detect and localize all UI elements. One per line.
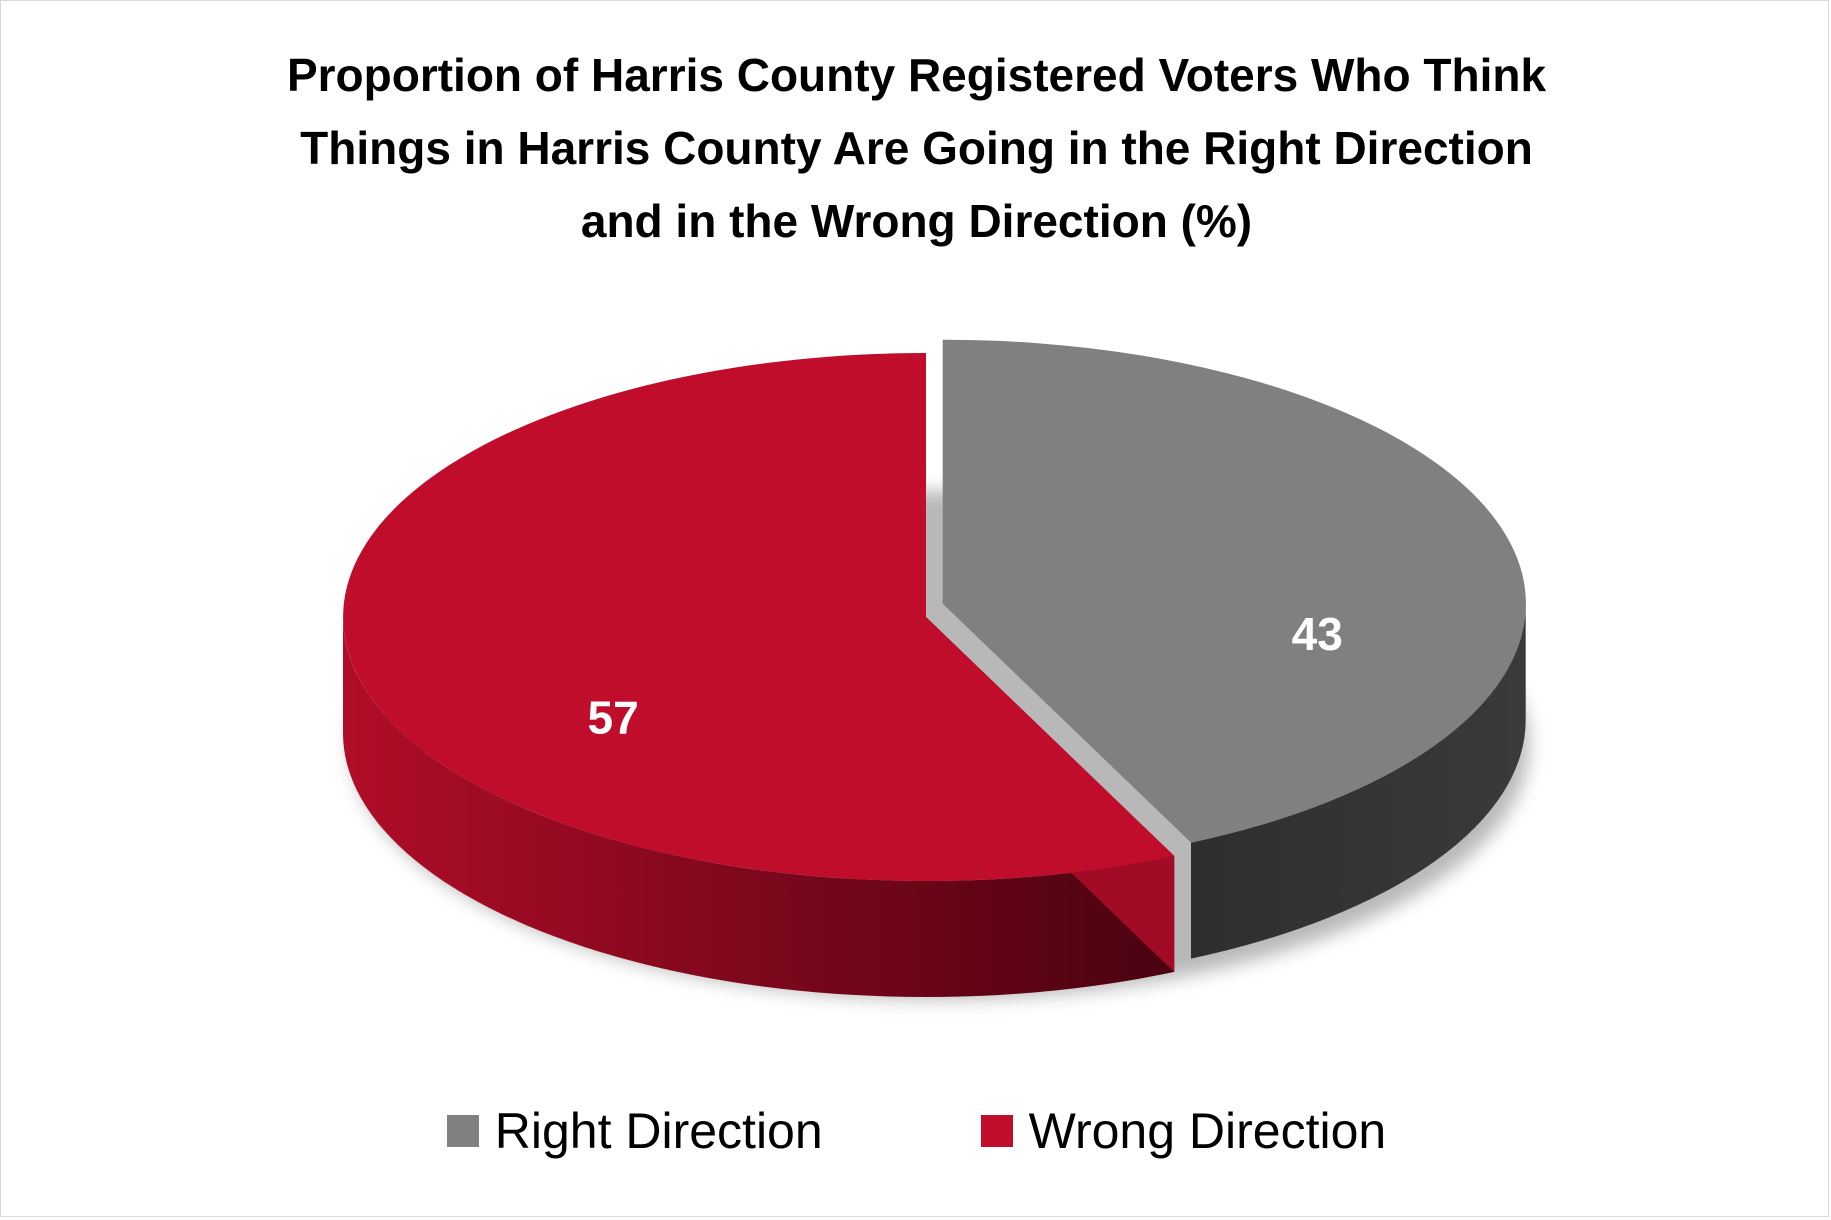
chart-title-line-1: Proportion of Harris County Registered V… (286, 49, 1547, 101)
legend-label-right-direction: Right Direction (494, 1103, 823, 1159)
legend-item-right-direction[interactable]: Right Direction (446, 1102, 823, 1160)
chart-title-line-3: and in the Wrong Direction (%) (580, 195, 1253, 247)
pie-side-wrong-direction (342, 617, 1175, 998)
pie-slice-wrong-direction[interactable] (343, 353, 1175, 881)
data-label-right-direction: 43 (1292, 608, 1343, 660)
pie-side-right-direction (1191, 603, 1526, 959)
legend-item-wrong-direction[interactable]: Wrong Direction (980, 1102, 1387, 1160)
data-label-wrong-direction: 57 (588, 692, 639, 744)
chart-title-line-2: Things in Harris County Are Going in the… (300, 122, 1533, 174)
pie-slice-right-direction[interactable] (942, 339, 1526, 843)
chart-title: Proportion of Harris County Registered V… (1, 39, 1831, 258)
legend-swatch-wrong-direction (980, 1115, 1013, 1147)
legend: Right Direction Wrong Direction (1, 1101, 1831, 1161)
legend-label-wrong-direction: Wrong Direction (1028, 1103, 1387, 1159)
legend-swatch-right-direction (446, 1115, 479, 1147)
